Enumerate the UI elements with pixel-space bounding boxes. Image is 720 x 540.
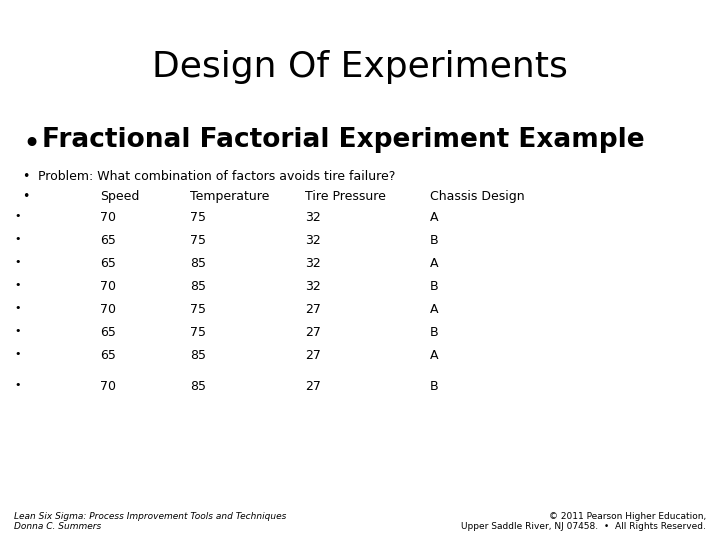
Text: •: • bbox=[22, 130, 40, 159]
Text: B: B bbox=[430, 380, 438, 393]
Text: A: A bbox=[430, 211, 438, 224]
Text: 65: 65 bbox=[100, 234, 116, 247]
Text: Temperature: Temperature bbox=[190, 190, 269, 203]
Text: 70: 70 bbox=[100, 280, 116, 293]
Text: Speed: Speed bbox=[100, 190, 140, 203]
Text: Lean Six Sigma: Process Improvement Tools and Techniques: Lean Six Sigma: Process Improvement Tool… bbox=[14, 512, 287, 521]
Text: 27: 27 bbox=[305, 349, 321, 362]
Text: •: • bbox=[14, 349, 20, 359]
Text: 85: 85 bbox=[190, 257, 206, 270]
Text: 85: 85 bbox=[190, 380, 206, 393]
Text: •: • bbox=[14, 280, 20, 290]
Text: 70: 70 bbox=[100, 380, 116, 393]
Text: 75: 75 bbox=[190, 211, 206, 224]
Text: 32: 32 bbox=[305, 257, 320, 270]
Text: B: B bbox=[430, 280, 438, 293]
Text: 27: 27 bbox=[305, 380, 321, 393]
Text: 70: 70 bbox=[100, 303, 116, 316]
Text: B: B bbox=[430, 326, 438, 339]
Text: 85: 85 bbox=[190, 349, 206, 362]
Text: A: A bbox=[430, 303, 438, 316]
Text: •: • bbox=[14, 326, 20, 336]
Text: Upper Saddle River, NJ 07458.  •  All Rights Reserved.: Upper Saddle River, NJ 07458. • All Righ… bbox=[461, 522, 706, 531]
Text: B: B bbox=[430, 234, 438, 247]
Text: 65: 65 bbox=[100, 257, 116, 270]
Text: 27: 27 bbox=[305, 303, 321, 316]
Text: •: • bbox=[14, 303, 20, 313]
Text: 65: 65 bbox=[100, 349, 116, 362]
Text: © 2011 Pearson Higher Education,: © 2011 Pearson Higher Education, bbox=[549, 512, 706, 521]
Text: Tire Pressure: Tire Pressure bbox=[305, 190, 386, 203]
Text: A: A bbox=[430, 349, 438, 362]
Text: 75: 75 bbox=[190, 234, 206, 247]
Text: •: • bbox=[14, 211, 20, 221]
Text: Design Of Experiments: Design Of Experiments bbox=[152, 50, 568, 84]
Text: 85: 85 bbox=[190, 280, 206, 293]
Text: •: • bbox=[22, 190, 30, 203]
Text: 27: 27 bbox=[305, 326, 321, 339]
Text: •: • bbox=[14, 380, 20, 390]
Text: Problem: What combination of factors avoids tire failure?: Problem: What combination of factors avo… bbox=[38, 170, 395, 183]
Text: 65: 65 bbox=[100, 326, 116, 339]
Text: 32: 32 bbox=[305, 280, 320, 293]
Text: 70: 70 bbox=[100, 211, 116, 224]
Text: A: A bbox=[430, 257, 438, 270]
Text: Donna C. Summers: Donna C. Summers bbox=[14, 522, 102, 531]
Text: 75: 75 bbox=[190, 303, 206, 316]
Text: Fractional Factorial Experiment Example: Fractional Factorial Experiment Example bbox=[42, 127, 644, 153]
Text: •: • bbox=[14, 257, 20, 267]
Text: 75: 75 bbox=[190, 326, 206, 339]
Text: •: • bbox=[22, 170, 30, 183]
Text: •: • bbox=[14, 234, 20, 244]
Text: Chassis Design: Chassis Design bbox=[430, 190, 525, 203]
Text: 32: 32 bbox=[305, 234, 320, 247]
Text: 32: 32 bbox=[305, 211, 320, 224]
